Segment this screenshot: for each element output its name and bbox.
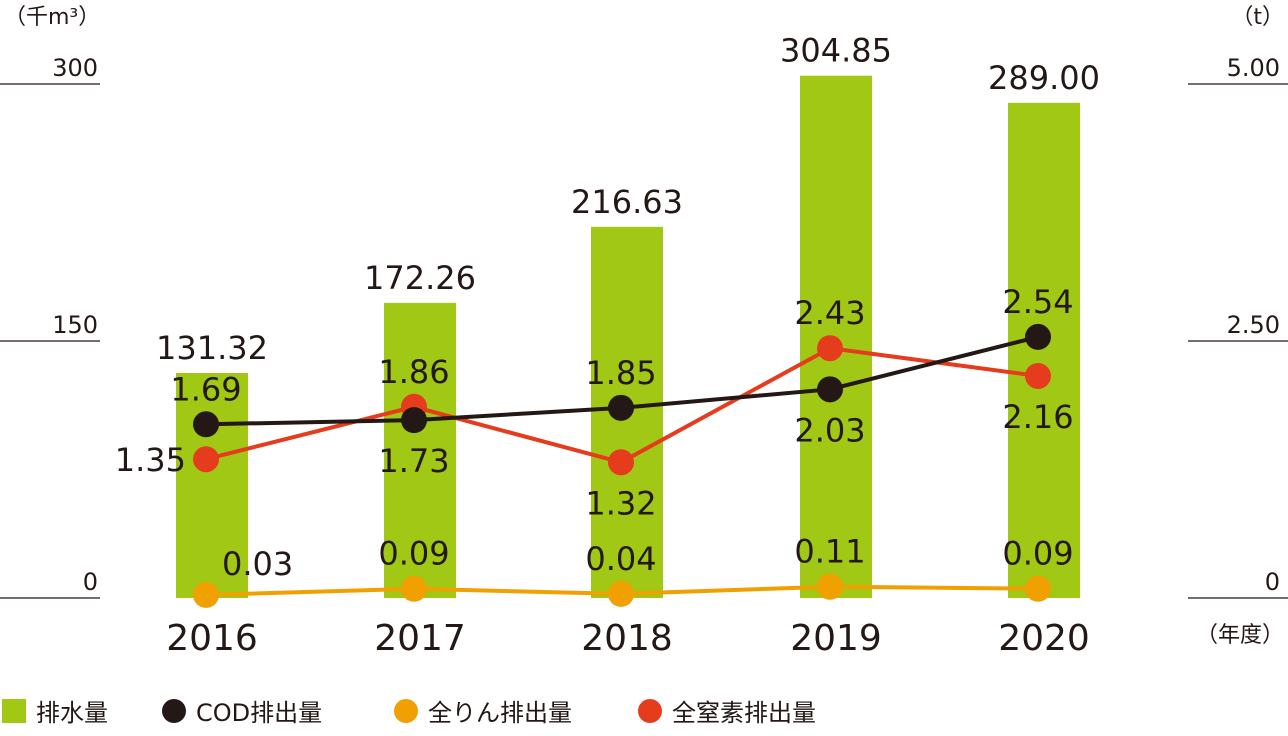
x-tick-label: 2016 <box>166 618 258 659</box>
point-label: 0.11 <box>794 533 865 571</box>
legend-swatch-line <box>638 699 662 723</box>
bar <box>1008 102 1080 598</box>
legend-label: COD排出量 <box>196 699 322 727</box>
bar <box>384 302 456 598</box>
bar <box>176 373 248 598</box>
point-label: 1.69 <box>170 370 241 408</box>
gridlines <box>0 83 1288 599</box>
point-label: 1.32 <box>585 484 656 522</box>
left-axis-unit: （千m³） <box>4 5 100 30</box>
x-tick-label: 2018 <box>581 618 673 659</box>
x-tick-label: 2020 <box>998 618 1090 659</box>
bar-label: 304.85 <box>780 32 892 70</box>
right-axis-unit: （t） <box>1231 5 1284 30</box>
series-point <box>401 575 427 602</box>
left-tick-label: 150 <box>52 311 98 339</box>
legend-label: 排水量 <box>36 699 108 727</box>
right-tick-label: 0 <box>1265 568 1280 596</box>
series-point <box>817 335 843 362</box>
left-tick-label: 300 <box>52 54 98 82</box>
series-point <box>193 581 219 608</box>
legend: 排水量 COD排出量 全りん排出量 全窒素排出量 <box>2 699 816 727</box>
legend-swatch-line <box>394 699 418 723</box>
point-label: 0.03 <box>222 545 293 583</box>
series-point <box>608 449 634 476</box>
point-label: 2.43 <box>794 294 865 332</box>
series-point <box>193 446 219 473</box>
right-tick-label: 5.00 <box>1227 54 1280 82</box>
x-axis-unit: （年度） <box>1196 623 1284 648</box>
x-tick-label: 2019 <box>790 618 882 659</box>
series-point <box>193 411 219 438</box>
point-label: 2.54 <box>1002 283 1073 321</box>
series-point <box>608 394 634 421</box>
series-point <box>401 407 427 434</box>
point-label: 0.09 <box>378 535 449 573</box>
point-label: 1.35 <box>115 441 186 479</box>
series-point <box>817 376 843 403</box>
point-label: 0.09 <box>1002 535 1073 573</box>
point-label: 2.03 <box>794 411 865 449</box>
right-tick-label: 2.50 <box>1227 311 1280 339</box>
left-tick-label: 0 <box>83 568 98 596</box>
data-labels: 131.32 172.26 216.63 304.85 289.00 1.69 1.73 1.… <box>115 32 1100 583</box>
series-point <box>817 573 843 600</box>
point-label: 1.85 <box>585 354 656 392</box>
legend-swatch-bar <box>2 699 26 723</box>
series-point <box>1025 575 1051 602</box>
bar-label: 216.63 <box>571 183 683 221</box>
bar-label: 131.32 <box>156 329 268 367</box>
series-point <box>1025 323 1051 350</box>
point-label: 0.04 <box>585 540 656 578</box>
legend-label: 全りん排出量 <box>428 699 572 727</box>
legend-label: 全窒素排出量 <box>672 699 816 727</box>
point-label: 1.86 <box>378 353 449 391</box>
point-label: 1.73 <box>378 442 449 480</box>
series-lines <box>193 323 1051 608</box>
series-point <box>1025 362 1051 389</box>
point-label: 2.16 <box>1002 398 1073 436</box>
bar-label: 172.26 <box>364 259 476 297</box>
bar-label: 289.00 <box>988 59 1100 97</box>
series-point <box>608 580 634 607</box>
legend-swatch-line <box>162 699 186 723</box>
x-tick-label: 2017 <box>374 618 466 659</box>
axes: 0 150 300 0 2.50 5.00 （千m³） （t） （年度） 2016 2017 2018… <box>4 5 1284 659</box>
